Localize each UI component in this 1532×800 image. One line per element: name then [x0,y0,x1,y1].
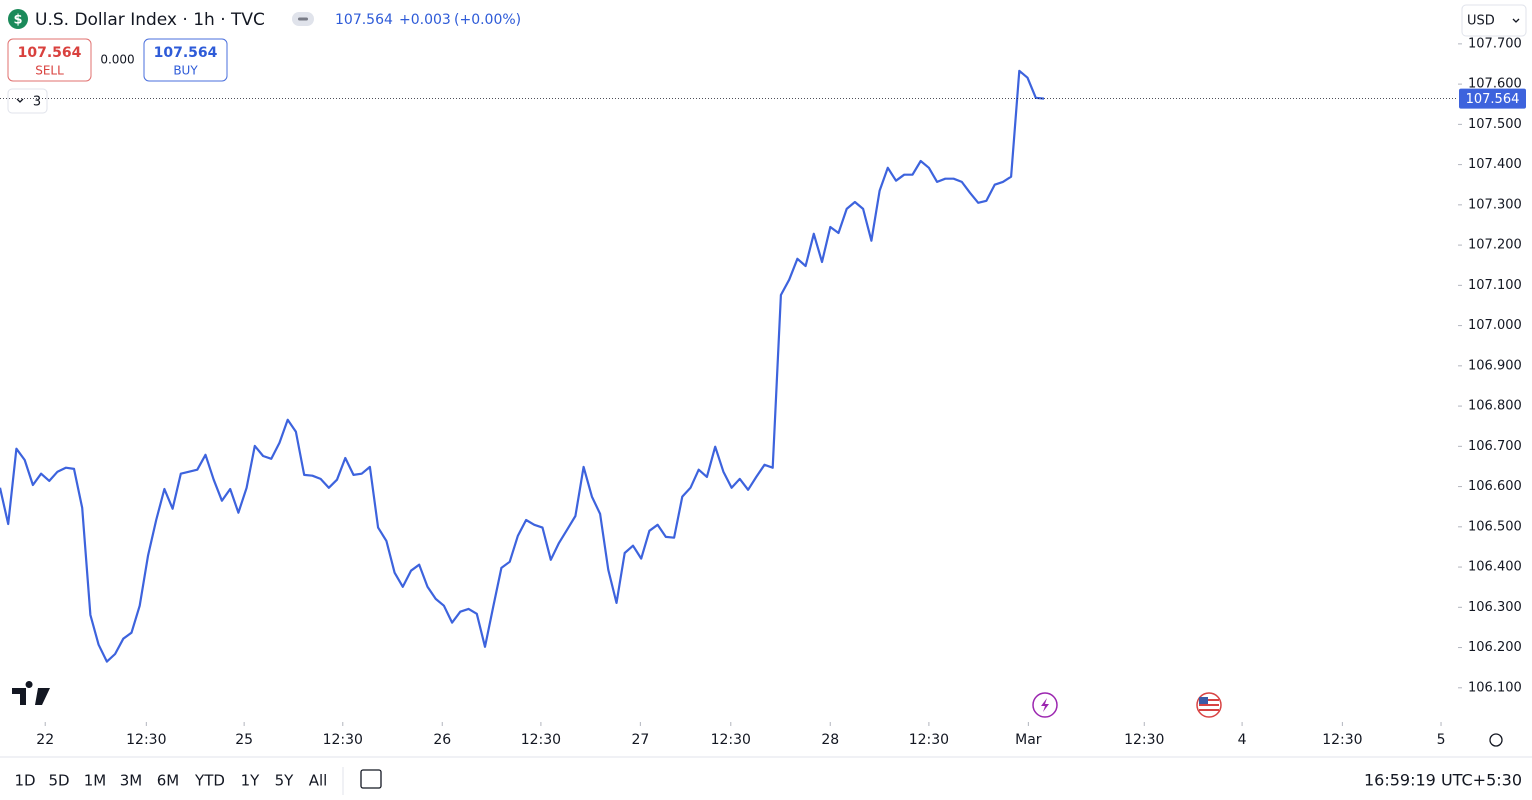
y-tick-label: 107.500 [1468,117,1522,132]
y-tick-label: 107.000 [1468,318,1522,333]
x-tick-label: 12:30 [1124,732,1164,748]
x-tick-label: 28 [821,732,839,748]
plot-area [0,69,1045,663]
currency-label: USD [1467,14,1495,29]
last-price-label: 107.564 [1466,92,1520,107]
x-tick-label: 25 [235,732,253,748]
collapse-icon [298,17,308,21]
y-tick-label: 106.900 [1468,358,1522,373]
y-tick-label: 106.600 [1468,479,1522,494]
symbol-icon-text: $ [13,13,22,28]
x-tick-label: 12:30 [1322,732,1362,748]
x-tick-label: 22 [36,732,54,748]
header-change-pct: (+0.00%) [454,12,521,28]
price-line [0,69,1045,663]
symbol-icon [8,9,28,29]
y-tick-label: 107.700 [1468,36,1522,51]
buy-label: BUY [173,64,198,78]
range-button[interactable]: 1Y [241,772,261,790]
indicators-count: 3 [33,95,41,110]
x-tick-label: Mar [1015,732,1042,748]
x-tick-label: 12:30 [909,732,949,748]
flag-canton [1199,697,1208,704]
header-price: 107.564 [335,12,393,28]
currency-chevron [1512,18,1520,23]
clock: 16:59:19 UTC+5:30 [1364,771,1522,790]
currency-select[interactable] [1461,4,1527,37]
spread: 0.000 [100,53,134,67]
x-tick-label: 12:30 [711,732,751,748]
y-tick-label: 106.100 [1468,680,1522,695]
y-tick-label: 106.400 [1468,560,1522,575]
indicators-chevron [16,98,24,103]
x-tick-label: 12:30 [521,732,561,748]
x-tick-label: 4 [1238,732,1247,748]
x-tick-label: 26 [433,732,451,748]
indicators-toggle[interactable] [7,88,48,114]
y-tick-label: 107.600 [1468,77,1522,92]
last-price-box [1459,88,1526,109]
y-tick-label: 107.200 [1468,238,1522,253]
tv-logo [12,681,50,705]
settings-button[interactable] [1489,733,1503,747]
x-tick-label: 5 [1437,732,1446,748]
y-tick-label: 107.300 [1468,197,1522,212]
sell-button[interactable] [7,38,92,82]
range-button[interactable]: 6M [157,772,180,790]
buy-button[interactable] [143,38,228,82]
range-button[interactable]: 5D [48,772,69,790]
buy-price: 107.564 [154,45,218,61]
y-tick-label: 107.400 [1468,157,1522,172]
y-tick-label: 106.700 [1468,439,1522,454]
symbol-title: U.S. Dollar Index · 1h · TVC [35,10,265,30]
x-tick-label: 12:30 [323,732,363,748]
sell-label: SELL [35,64,64,78]
event-icon-bolt [1041,698,1049,712]
header-change: +0.003 [399,12,451,28]
sell-price: 107.564 [18,45,82,61]
range-button[interactable]: 5Y [275,772,295,790]
range-button[interactable]: YTD [194,772,225,790]
date-range-button[interactable] [360,769,382,789]
y-tick-label: 106.300 [1468,600,1522,615]
x-tick-label: 12:30 [126,732,166,748]
range-button[interactable]: All [309,772,328,790]
range-button[interactable]: 1M [84,772,107,790]
range-button[interactable]: 3M [120,772,143,790]
x-tick-label: 27 [631,732,649,748]
y-tick-label: 106.800 [1468,399,1522,414]
y-tick-label: 107.100 [1468,278,1522,293]
y-tick-label: 106.500 [1468,519,1522,534]
y-tick-label: 106.200 [1468,640,1522,655]
range-button[interactable]: 1D [14,772,35,790]
